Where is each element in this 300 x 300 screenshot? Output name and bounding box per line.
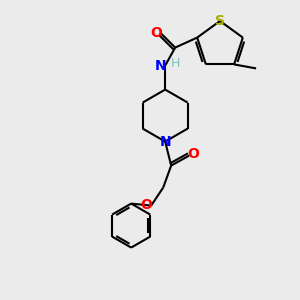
Text: S: S [215,14,225,28]
Text: H: H [170,57,180,70]
Text: O: O [140,198,152,212]
Text: N: N [154,58,166,73]
Text: O: O [150,26,162,40]
Text: O: O [187,147,199,160]
Text: N: N [159,135,171,148]
